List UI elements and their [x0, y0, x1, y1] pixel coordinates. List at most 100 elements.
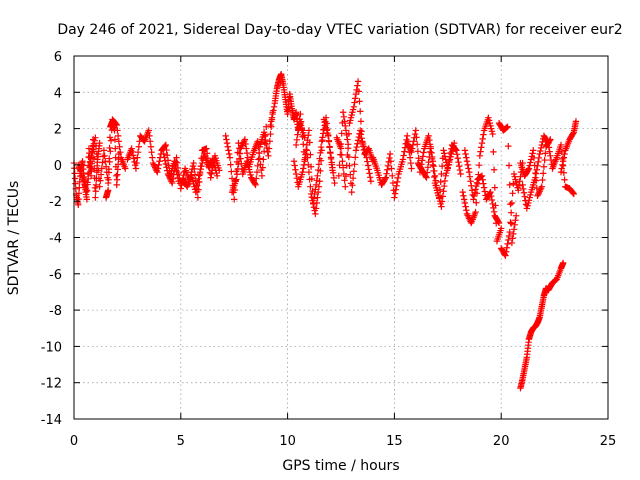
data-point [529, 150, 536, 157]
data-point [557, 141, 565, 149]
data-point [547, 136, 554, 143]
data-point [291, 162, 298, 169]
data-point [547, 152, 554, 160]
data-point [83, 187, 91, 194]
data-point [428, 149, 435, 156]
data-point [268, 118, 275, 125]
data-point [327, 154, 335, 161]
data-point [354, 78, 362, 85]
data-point [194, 194, 202, 201]
data-point [226, 154, 234, 161]
data-point [389, 172, 396, 179]
data-point [438, 170, 445, 178]
x-tick-label: 5 [177, 434, 185, 449]
data-point [161, 154, 168, 161]
data-point [90, 155, 98, 163]
data-point [324, 126, 331, 133]
data-point [459, 188, 466, 196]
data-point [349, 175, 357, 182]
data-point [401, 148, 408, 155]
data-point [515, 182, 523, 189]
data-point [463, 210, 471, 218]
data-point [270, 103, 278, 111]
data-point [166, 173, 173, 181]
data-point [446, 153, 454, 160]
data-point [510, 230, 517, 238]
data-point [300, 141, 307, 148]
data-point [115, 150, 123, 158]
data-point [488, 196, 496, 204]
data-point [234, 165, 241, 173]
data-point [540, 163, 548, 170]
data-point [174, 164, 182, 172]
data-point [99, 153, 107, 160]
data-point [266, 138, 273, 145]
data-point [508, 239, 516, 247]
data-point [510, 226, 518, 233]
data-point [440, 188, 447, 195]
data-point [228, 175, 236, 182]
data-point [293, 175, 301, 182]
data-point [260, 156, 267, 163]
data-point [102, 158, 109, 165]
data-point [415, 155, 422, 162]
data-point [293, 136, 301, 143]
data-point [251, 180, 259, 187]
data-point [479, 176, 486, 183]
data-point [92, 188, 99, 195]
data-point [97, 171, 105, 178]
y-tick-label: 2 [54, 123, 62, 138]
data-point [297, 118, 305, 125]
data-point [436, 186, 444, 193]
data-point [107, 137, 115, 144]
data-point [503, 244, 511, 251]
data-point [146, 132, 153, 140]
data-point [134, 148, 142, 156]
data-point [394, 174, 402, 182]
data-point [405, 142, 412, 150]
data-point [149, 154, 156, 161]
data-point [91, 184, 99, 192]
data-point [244, 154, 251, 161]
data-point [306, 139, 313, 146]
data-point [461, 199, 469, 207]
series-cluster-14-16h [369, 132, 415, 201]
data-point [97, 177, 104, 184]
series-cluster-5-7h-b [179, 150, 221, 196]
data-point [169, 179, 176, 187]
data-point [455, 158, 462, 166]
data-point [312, 205, 320, 212]
data-point [198, 162, 205, 170]
data-point [535, 158, 542, 166]
data-point [238, 142, 246, 149]
data-point [389, 179, 397, 187]
data-point [317, 143, 325, 151]
data-point [392, 186, 400, 193]
data-point [255, 143, 262, 151]
data-point [541, 156, 548, 164]
data-point [431, 173, 438, 181]
data-point [297, 110, 304, 118]
data-point [99, 159, 106, 166]
data-point [532, 170, 540, 177]
data-point [409, 145, 416, 152]
data-point [224, 143, 231, 150]
data-point [318, 138, 325, 145]
data-point [155, 161, 162, 169]
data-point [491, 184, 498, 191]
data-point [527, 159, 534, 166]
data-point [438, 203, 445, 210]
data-point [509, 190, 516, 197]
data-point [147, 143, 155, 150]
data-point [233, 176, 240, 183]
data-point [388, 165, 395, 172]
data-point [192, 188, 199, 196]
data-point [170, 171, 177, 178]
data-point [112, 145, 119, 152]
data-point [129, 148, 136, 156]
data-point [357, 118, 365, 125]
tick-marks [73, 55, 609, 420]
data-point [410, 138, 417, 145]
data-point [460, 196, 468, 203]
data-point [504, 123, 511, 130]
